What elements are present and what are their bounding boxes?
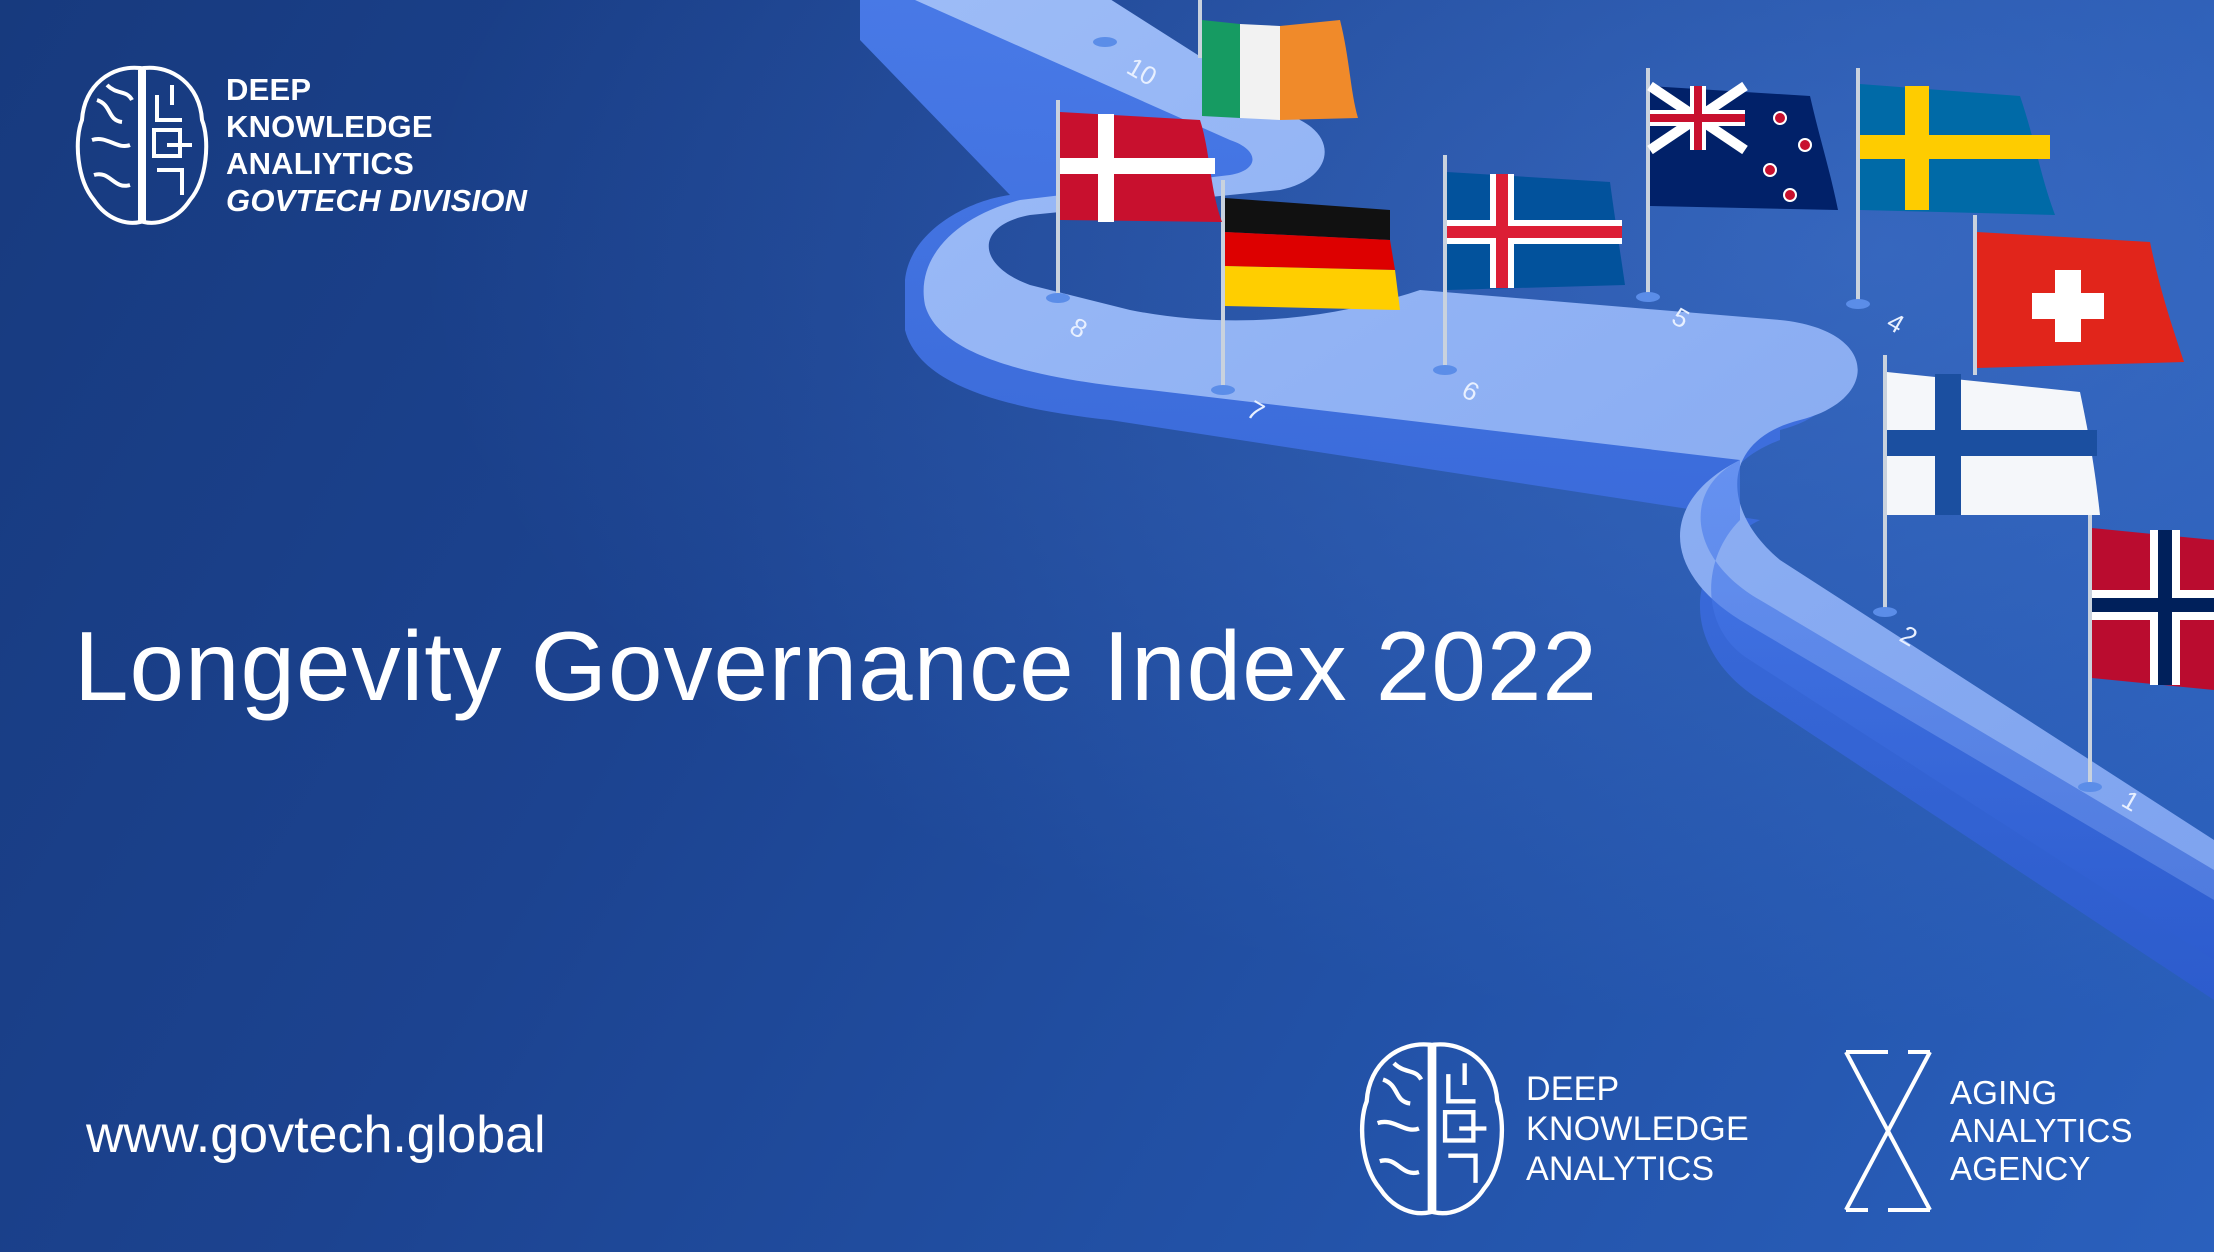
road-label-2: 2: [1895, 619, 1923, 652]
header-logo-line-2: KNOWLEDGE: [226, 109, 433, 144]
header-logo: DEEP KNOWLEDGE ANALIYTICS GOVTECH DIVISI…: [72, 60, 527, 230]
flag-iceland: [1447, 172, 1625, 290]
brain-circuit-icon: [75, 65, 209, 225]
flag-new-zealand: [1647, 81, 1838, 210]
flag-sweden: [1860, 84, 2055, 215]
hourglass-icon: [1844, 1050, 1932, 1212]
flag-ireland: [1202, 20, 1358, 120]
header-logo-line-1: DEEP: [226, 72, 312, 107]
footer-logo-dka-text: DEEP KNOWLEDGE ANALYTICS: [1526, 1069, 1749, 1189]
pole-bases: [1046, 37, 2102, 792]
flag-poles: [1056, 0, 2092, 785]
header-logo-line-3: ANALIYTICS: [226, 146, 414, 181]
road-label-4: 4: [1882, 306, 1910, 339]
header-logo-text: DEEP KNOWLEDGE ANALIYTICS GOVTECH DIVISI…: [226, 71, 527, 219]
footer-aaa-line-1: AGING: [1950, 1074, 2058, 1111]
footer-dka-line-1: DEEP: [1526, 1069, 1620, 1108]
footer-logo-dka: DEEP KNOWLEDGE ANALYTICS: [1352, 1036, 1749, 1221]
flag-germany: [1225, 198, 1400, 310]
flag-finland: [1887, 372, 2100, 515]
flag-switzerland: [1977, 232, 2184, 368]
brain-circuit-icon: [1360, 1042, 1504, 1216]
flag-norway: [2092, 528, 2214, 690]
page-title: Longevity Governance Index 2022: [74, 611, 1598, 721]
footer-dka-line-2: KNOWLEDGE: [1526, 1109, 1749, 1148]
footer-logo-aaa: AGING ANALYTICS AGENCY: [1838, 1048, 2133, 1214]
header-logo-division: GOVTECH DIVISION: [226, 183, 528, 218]
footer-aaa-line-2: ANALYTICS: [1950, 1112, 2133, 1149]
website-url[interactable]: www.govtech.global: [86, 1106, 546, 1164]
footer-dka-line-3: ANALYTICS: [1526, 1149, 1715, 1188]
footer-logo-aaa-text: AGING ANALYTICS AGENCY: [1950, 1074, 2133, 1188]
flag-denmark: [1060, 112, 1222, 222]
footer-aaa-line-3: AGENCY: [1950, 1150, 2091, 1187]
